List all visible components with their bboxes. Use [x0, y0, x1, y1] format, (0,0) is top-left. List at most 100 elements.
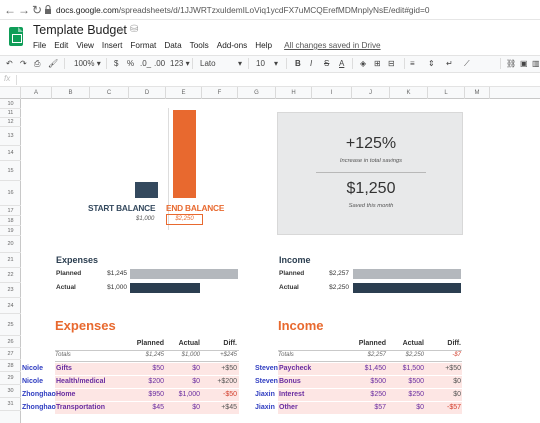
more-formats-select[interactable]: 123 ▾: [170, 59, 190, 68]
currency-button[interactable]: $: [114, 59, 119, 68]
column-header-d[interactable]: D: [129, 87, 166, 99]
document-title[interactable]: Template Budget: [33, 23, 127, 37]
menu-file[interactable]: File: [33, 41, 47, 50]
income_table-planned[interactable]: $250: [370, 391, 386, 398]
column-header-b[interactable]: B: [52, 87, 90, 99]
expenses_table-planned[interactable]: $50: [152, 365, 164, 372]
column-header-e[interactable]: E: [166, 87, 202, 99]
column-header-h[interactable]: H: [276, 87, 312, 99]
row-header-20[interactable]: 20: [0, 236, 21, 253]
borders-icon[interactable]: ⊞: [374, 59, 381, 68]
menu-view[interactable]: View: [76, 41, 94, 50]
insert-comment-icon[interactable]: ▣: [520, 59, 528, 68]
expenses_table-diff[interactable]: +$45: [221, 404, 237, 411]
zoom-select[interactable]: 100% ▾: [74, 59, 101, 68]
expenses_table-owner[interactable]: Nicole: [22, 365, 44, 372]
expenses_table-actual[interactable]: $0: [192, 378, 200, 385]
expenses_table-actual[interactable]: $0: [192, 365, 200, 372]
bold-button[interactable]: B: [295, 59, 301, 68]
row-header-11[interactable]: 11: [0, 109, 21, 118]
expenses_table-owner[interactable]: Zhonghao: [22, 404, 56, 411]
expenses_table-actual[interactable]: $1,000: [178, 391, 200, 398]
income_table-diff[interactable]: $0: [453, 378, 461, 385]
expenses_table-planned[interactable]: $950: [148, 391, 164, 398]
menu-help[interactable]: Help: [255, 41, 273, 50]
income_table-category[interactable]: Other: [279, 404, 298, 411]
expenses_table-category[interactable]: Transportation: [56, 404, 106, 411]
column-header-c[interactable]: C: [90, 87, 129, 99]
menu-addons[interactable]: Add-ons: [216, 41, 248, 50]
row-header-27[interactable]: 27: [0, 348, 21, 360]
formula-bar[interactable]: [0, 73, 540, 87]
merge-cells-icon[interactable]: ⊟: [388, 59, 395, 68]
menu-insert[interactable]: Insert: [101, 41, 123, 50]
row-header-28[interactable]: 28: [0, 360, 21, 372]
expenses_table-diff[interactable]: +$50: [221, 365, 237, 372]
income_table-owner[interactable]: Jiaxin: [255, 404, 275, 411]
row-header-19[interactable]: 19: [0, 226, 21, 236]
row-header-15[interactable]: 15: [0, 161, 21, 181]
row-header-16[interactable]: 16: [0, 181, 21, 206]
expenses_table-owner[interactable]: Zhonghao: [22, 391, 56, 398]
income_table-owner[interactable]: Steven: [255, 378, 278, 385]
menu-format[interactable]: Format: [130, 41, 157, 50]
expenses_table-planned[interactable]: $45: [152, 404, 164, 411]
decrease-decimal-button[interactable]: .0_: [140, 59, 152, 68]
income_table-owner[interactable]: Steven: [255, 365, 278, 372]
paint-format-icon[interactable]: 🖌: [48, 59, 59, 68]
row-header-26[interactable]: 26: [0, 336, 21, 348]
expenses_table-owner[interactable]: Nicole: [22, 378, 44, 385]
star-icon[interactable]: ☆: [116, 25, 126, 37]
url-field[interactable]: docs.google.com/spreadsheets/d/1JJWRTzxu…: [56, 3, 429, 17]
income_table-actual[interactable]: $500: [408, 378, 424, 385]
vertical-align-icon[interactable]: ⇕: [428, 59, 435, 68]
expenses_table-actual[interactable]: $0: [192, 404, 200, 411]
column-header-i[interactable]: I: [312, 87, 352, 99]
insert-chart-icon[interactable]: ▥: [532, 59, 540, 68]
expenses_table-category[interactable]: Home: [56, 391, 76, 398]
row-header-14[interactable]: 14: [0, 146, 21, 161]
font-select[interactable]: Lato ▾: [200, 59, 242, 68]
select-all-corner[interactable]: [0, 87, 21, 99]
row-header-22[interactable]: 22: [0, 268, 21, 283]
increase-decimal-button[interactable]: .00: [154, 59, 166, 68]
expenses_table-planned[interactable]: $200: [148, 378, 164, 385]
row-header-12[interactable]: 12: [0, 118, 21, 127]
fill-color-icon[interactable]: ◈: [360, 59, 367, 68]
column-header-l[interactable]: L: [428, 87, 465, 99]
strikethrough-button[interactable]: S: [324, 59, 330, 68]
income_table-category[interactable]: Interest: [279, 391, 305, 398]
undo-icon[interactable]: ↶: [6, 59, 13, 68]
column-header-m[interactable]: M: [465, 87, 490, 99]
row-header-17[interactable]: 17: [0, 206, 21, 216]
menu-edit[interactable]: Edit: [54, 41, 69, 50]
percent-button[interactable]: %: [127, 59, 135, 68]
print-icon[interactable]: ⎙: [34, 59, 41, 68]
column-header-a[interactable]: A: [21, 87, 52, 99]
row-header-31[interactable]: 31: [0, 398, 21, 411]
income_table-category[interactable]: Bonus: [279, 378, 301, 385]
horizontal-align-icon[interactable]: ≡: [410, 59, 415, 68]
column-header-j[interactable]: J: [352, 87, 390, 99]
reload-icon[interactable]: ↻: [31, 3, 43, 17]
income_table-actual[interactable]: $250: [408, 391, 424, 398]
income_table-actual[interactable]: $1,500: [402, 365, 424, 372]
save-status[interactable]: All changes saved in Drive: [284, 41, 381, 50]
row-header-10[interactable]: 10: [0, 99, 21, 109]
row-header-23[interactable]: 23: [0, 283, 21, 298]
move-to-drive-icon[interactable]: ⛁: [130, 24, 139, 35]
column-header-k[interactable]: K: [390, 87, 428, 99]
row-header-24[interactable]: 24: [0, 298, 21, 314]
text-rotation-icon[interactable]: ⟋: [464, 59, 470, 68]
forward-icon[interactable]: →: [18, 3, 30, 17]
row-header-30[interactable]: 30: [0, 385, 21, 398]
redo-icon[interactable]: ↷: [20, 59, 27, 68]
expenses_table-category[interactable]: Gifts: [56, 365, 72, 372]
column-header-f[interactable]: F: [202, 87, 238, 99]
expenses_table-diff[interactable]: -$50: [222, 391, 237, 398]
text-color-button[interactable]: A: [339, 59, 345, 68]
menu-tools[interactable]: Tools: [189, 41, 209, 50]
font-size-select[interactable]: 10 ▾: [256, 59, 278, 68]
income_table-diff[interactable]: -$57: [446, 404, 461, 411]
row-header-18[interactable]: 18: [0, 216, 21, 226]
